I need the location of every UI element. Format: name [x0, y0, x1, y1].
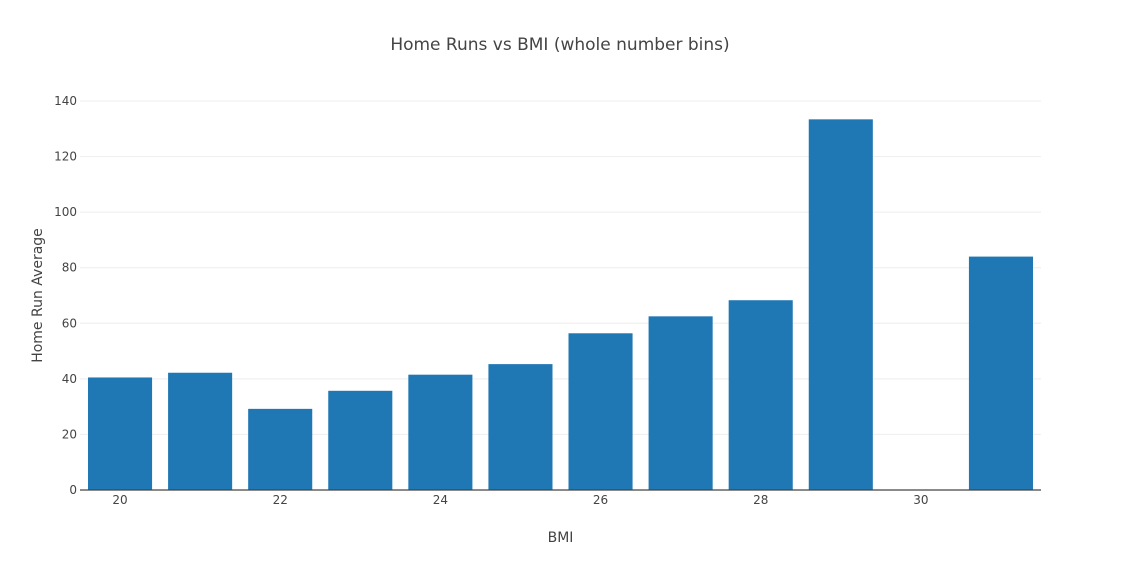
- x-tick-label: 22: [273, 493, 288, 507]
- gridlines: [80, 100, 1041, 435]
- y-tick-label: 0: [69, 483, 77, 497]
- chart-title: Home Runs vs BMI (whole number bins): [390, 35, 729, 55]
- bar-21[interactable]: [168, 372, 233, 490]
- y-axis-title: Home Run Average: [30, 228, 46, 363]
- bar-22[interactable]: [248, 408, 313, 490]
- x-axis-title: BMI: [548, 530, 574, 546]
- bar-24[interactable]: [408, 374, 473, 490]
- x-tick-label: 30: [913, 493, 928, 507]
- y-tick-label: 20: [62, 427, 77, 441]
- y-tick-label: 80: [62, 261, 77, 275]
- y-tick-label: 140: [54, 94, 77, 108]
- bar-27[interactable]: [648, 316, 713, 490]
- bar-31[interactable]: [968, 256, 1033, 490]
- bars: [88, 119, 1033, 491]
- bar-29[interactable]: [808, 119, 873, 491]
- y-tick-label: 100: [54, 205, 77, 219]
- y-tick-label: 60: [62, 316, 77, 330]
- bar-28[interactable]: [728, 300, 793, 490]
- bar-25[interactable]: [488, 364, 553, 490]
- y-axis-ticks: 0 20 40 60 80 100 120 140: [54, 94, 77, 497]
- x-tick-label: 28: [753, 493, 768, 507]
- bar-23[interactable]: [328, 390, 393, 490]
- bar-26[interactable]: [568, 333, 633, 490]
- x-tick-label: 26: [593, 493, 608, 507]
- x-axis-ticks: 20 22 24 26 28 30: [112, 493, 928, 507]
- bar-20[interactable]: [88, 377, 153, 490]
- y-tick-label: 40: [62, 372, 77, 386]
- y-tick-label: 120: [54, 150, 77, 164]
- x-tick-label: 20: [112, 493, 127, 507]
- x-tick-label: 24: [433, 493, 448, 507]
